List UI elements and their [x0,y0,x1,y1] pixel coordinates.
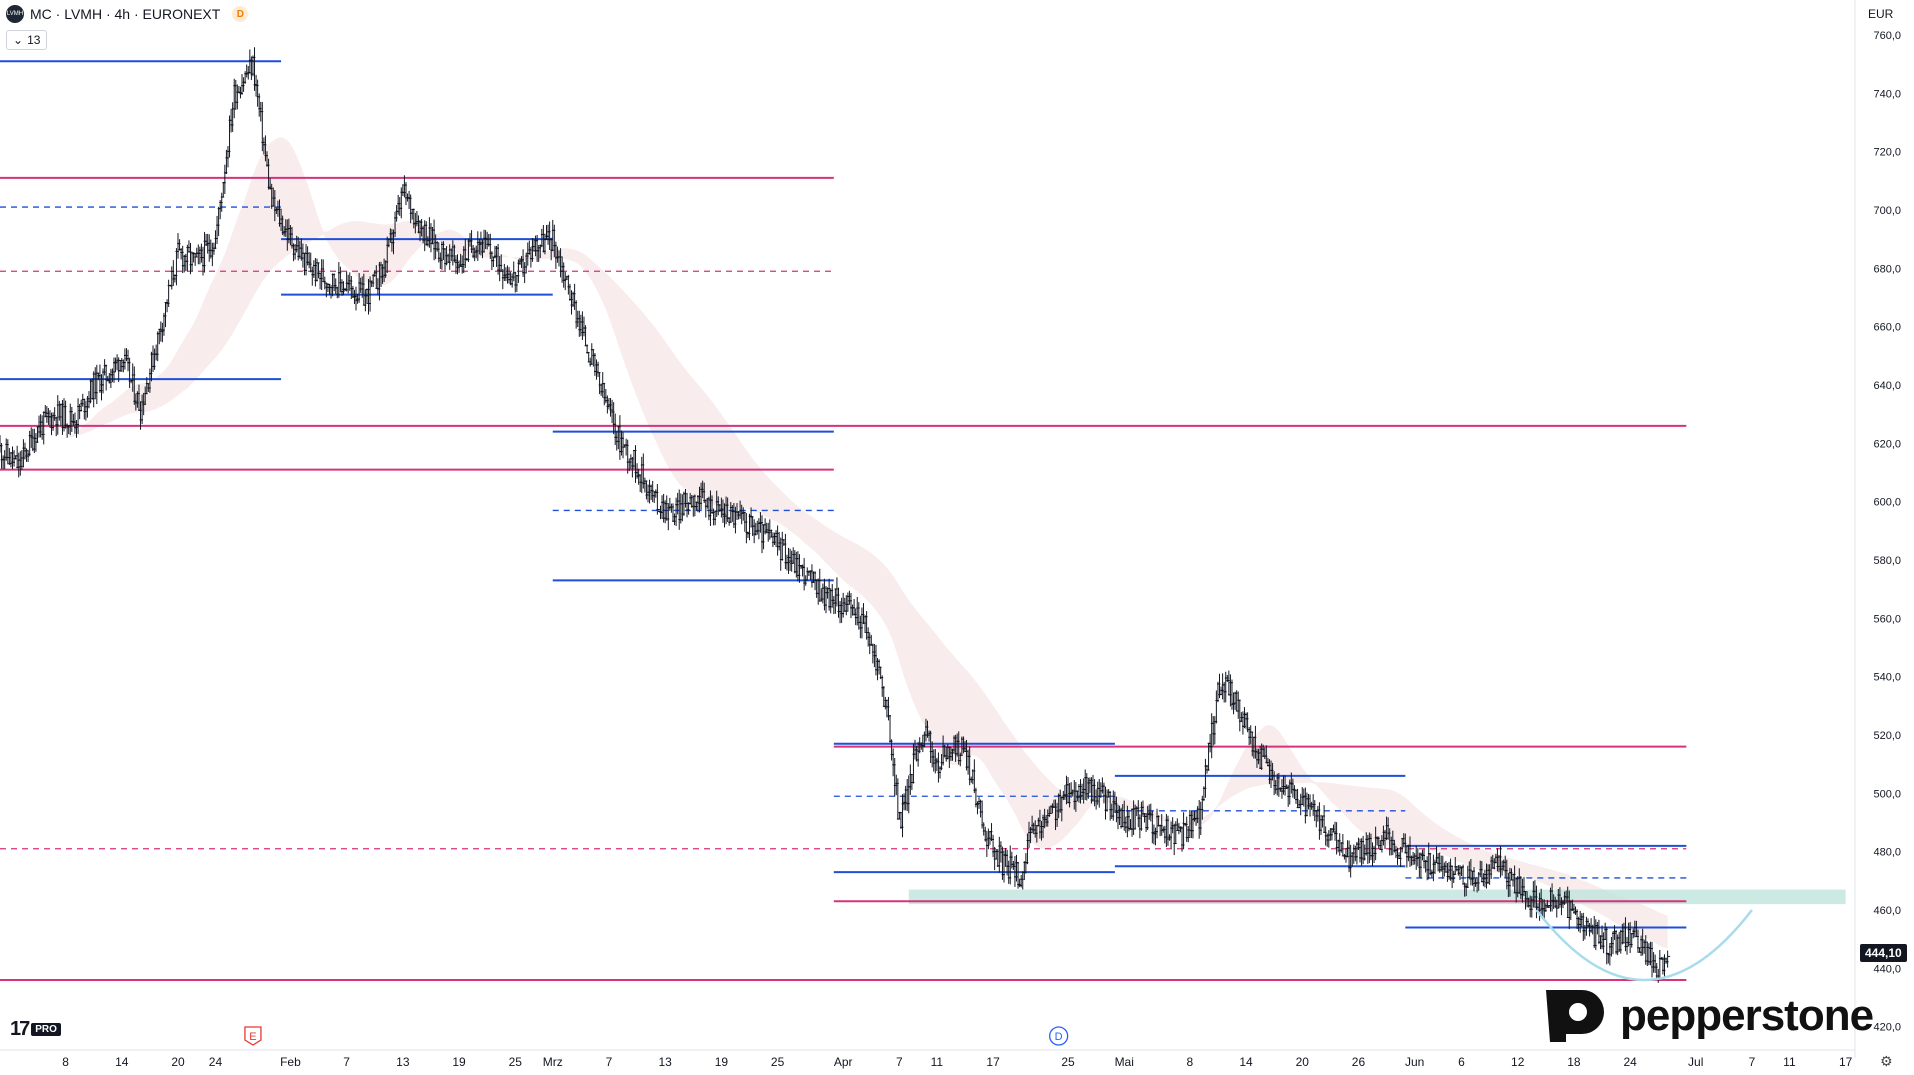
x-tick-label: 14 [115,1055,129,1069]
y-tick-label: 480,0 [1873,847,1901,859]
x-tick-label: 25 [771,1055,785,1069]
x-tick-label: 13 [396,1055,410,1069]
x-tick-label: 7 [606,1055,613,1069]
x-tick-label: 7 [1749,1055,1756,1069]
y-tick-label: 660,0 [1873,322,1901,334]
ma-ribbon [0,137,1668,949]
x-tick-label: Apr [834,1055,853,1069]
tv-mark: 17 [10,1018,30,1040]
x-tick-label: 8 [62,1055,69,1069]
x-tick-label: 11 [1783,1055,1796,1069]
current-price-label: 444,10 [1860,944,1907,962]
y-tick-label: 460,0 [1873,905,1901,917]
event-label: D [1055,1031,1063,1043]
y-tick-label: 680,0 [1873,263,1901,275]
symbol-logo-icon[interactable]: LVMH [6,5,24,23]
gear-icon[interactable]: ⚙ [1880,1053,1893,1069]
y-tick-label: 620,0 [1873,438,1901,450]
event-label: E [249,1031,256,1043]
pepperstone-wordmark: pepperstone [1620,991,1874,1040]
x-tick-label: Mai [1115,1055,1134,1069]
y-tick-label: 420,0 [1873,1022,1901,1034]
x-tick-label: 8 [1186,1055,1193,1069]
earnings-marker[interactable]: E [244,1026,262,1046]
tv-pro-badge: PRO [31,1023,61,1036]
x-tick-label: 7 [896,1055,903,1069]
x-tick-label: 19 [715,1055,729,1069]
y-tick-label: 760,0 [1873,30,1901,42]
x-tick-label: 24 [1623,1055,1637,1069]
x-tick-label: 11 [931,1055,944,1069]
y-tick-label: 560,0 [1873,613,1901,625]
dividend-marker[interactable]: D [1049,1026,1069,1046]
y-tick-label: 580,0 [1873,555,1901,567]
rounding-bottom-arc [1535,909,1753,982]
data-badge[interactable]: D [232,6,249,22]
dividend-icon [1049,1026,1069,1046]
y-tick-label: 440,0 [1873,963,1901,975]
ohlc-bar [127,357,133,388]
y-tick-label: 640,0 [1873,380,1901,392]
currency-label[interactable]: EUR [1868,7,1894,21]
chart-header: LVMH MC · LVMH · 4h · EURONEXT D [6,5,249,23]
y-tick-label: 540,0 [1873,672,1901,684]
x-tick-label: 17 [1839,1055,1853,1069]
x-tick-label: Jun [1405,1055,1424,1069]
x-tick-label: 26 [1352,1055,1366,1069]
chevron-down-icon: ⌄ [13,33,24,47]
y-tick-label: 500,0 [1873,788,1901,800]
x-tick-label: 7 [343,1055,350,1069]
x-tick-label: 25 [509,1055,523,1069]
y-tick-label: 720,0 [1873,147,1901,159]
tradingview-logo[interactable]: 17 PRO [10,1018,61,1041]
x-tick-label: 14 [1239,1055,1253,1069]
pepperstone-logo: pepperstone [1540,986,1874,1046]
y-tick-label: 700,0 [1873,205,1901,217]
earnings-icon [244,1026,262,1046]
x-tick-label: 17 [986,1055,1000,1069]
x-tick-label: 25 [1061,1055,1075,1069]
x-tick-label: 18 [1567,1055,1581,1069]
x-tick-label: Jul [1688,1055,1703,1069]
y-tick-label: 740,0 [1873,88,1901,100]
y-tick-label: 520,0 [1873,730,1901,742]
symbol-line[interactable]: MC · LVMH · 4h · EURONEXT [30,6,221,22]
ohlc-bar [1665,950,1671,968]
x-tick-label: 20 [171,1055,185,1069]
indicator-toggle-button[interactable]: ⌄ 13 [6,30,48,50]
x-tick-label: 6 [1458,1055,1465,1069]
indicator-count: 13 [27,33,41,47]
x-tick-label: 19 [452,1055,466,1069]
x-tick-label: 13 [658,1055,672,1069]
x-tick-label: 12 [1511,1055,1525,1069]
pepperstone-mark-icon [1546,990,1604,1042]
x-tick-label: Mrz [543,1055,563,1069]
x-tick-label: Feb [280,1055,301,1069]
x-tick-label: 20 [1296,1055,1310,1069]
y-tick-label: 600,0 [1873,497,1901,509]
x-tick-label: 24 [209,1055,223,1069]
